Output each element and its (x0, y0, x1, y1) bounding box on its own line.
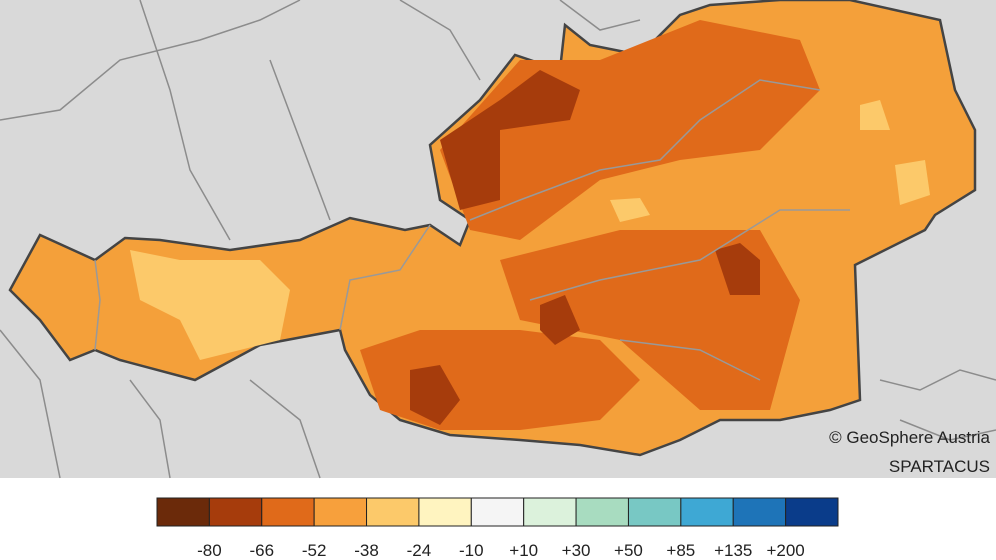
legend-swatch (680, 497, 734, 527)
legend-label: -10 (459, 541, 484, 560)
credit-text: © GeoSphere Austria (829, 428, 990, 447)
legend-swatch (208, 497, 263, 527)
legend-label: +10 (509, 541, 538, 560)
legend-label: +50 (614, 541, 643, 560)
legend-swatch (313, 497, 368, 527)
product-text: SPARTACUS (889, 457, 990, 476)
legend-label: +85 (666, 541, 695, 560)
legend-swatch (627, 497, 682, 527)
legend-label: +30 (562, 541, 591, 560)
legend-swatch (523, 497, 577, 527)
legend-swatch (418, 497, 472, 527)
legend-label: -38 (354, 541, 379, 560)
legend-swatch (261, 497, 315, 527)
legend-label: -52 (302, 541, 327, 560)
legend-swatch (575, 497, 629, 527)
legend-swatch (470, 497, 525, 527)
legend-label: -24 (407, 541, 432, 560)
legend-swatch (785, 497, 839, 527)
legend-swatch (366, 497, 420, 527)
legend-label: +135 (714, 541, 752, 560)
state-borders (94, 79, 850, 381)
value-shading (130, 20, 930, 430)
legend-label: +200 (766, 541, 804, 560)
legend-swatch (732, 497, 787, 527)
legend-label: -80 (197, 541, 222, 560)
legend: -80 -66 -52 -38 -24 -10 +10 +30 +50 +85 +135 +200 (156, 497, 839, 560)
legend-label: -66 (249, 541, 274, 560)
neighbor-borders (0, 0, 996, 479)
legend-swatch (156, 497, 210, 527)
